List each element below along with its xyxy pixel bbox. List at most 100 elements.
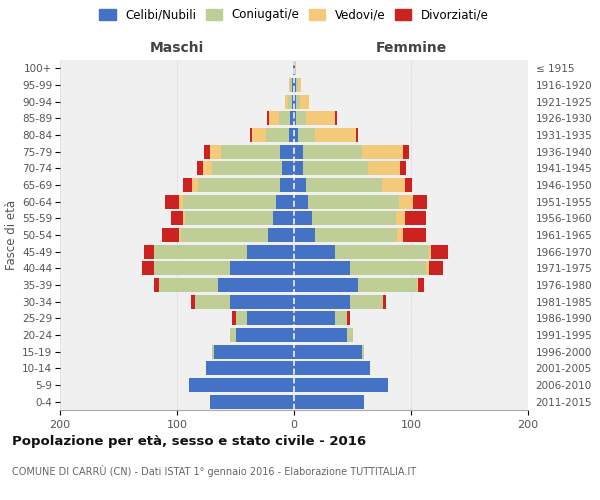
Bar bbox=[294, 211, 311, 226]
Bar bbox=[356, 128, 358, 142]
Bar bbox=[183, 178, 192, 192]
Y-axis label: Fasce di età: Fasce di età bbox=[5, 200, 18, 270]
Bar bbox=[292, 94, 294, 109]
Bar bbox=[405, 178, 412, 192]
Bar bbox=[230, 294, 294, 308]
Bar bbox=[179, 194, 183, 209]
Bar bbox=[418, 278, 424, 292]
Bar bbox=[428, 261, 443, 276]
Bar bbox=[294, 128, 298, 142]
Bar bbox=[235, 328, 294, 342]
Bar bbox=[294, 194, 308, 209]
Bar bbox=[212, 344, 214, 359]
Y-axis label: Anni di nascita: Anni di nascita bbox=[596, 192, 600, 278]
Bar bbox=[308, 194, 400, 209]
Bar bbox=[358, 278, 417, 292]
Bar bbox=[290, 78, 292, 92]
Bar bbox=[350, 294, 383, 308]
Bar bbox=[403, 228, 426, 242]
Bar bbox=[294, 228, 315, 242]
Bar bbox=[289, 128, 294, 142]
Bar bbox=[194, 294, 230, 308]
Bar bbox=[279, 112, 290, 126]
Bar bbox=[296, 78, 298, 92]
Bar bbox=[350, 261, 426, 276]
Bar bbox=[368, 162, 400, 175]
Bar bbox=[335, 311, 347, 326]
Bar bbox=[210, 394, 294, 409]
Bar bbox=[294, 278, 358, 292]
Bar bbox=[400, 194, 413, 209]
Bar bbox=[198, 178, 280, 192]
Bar bbox=[197, 162, 203, 175]
Bar bbox=[154, 261, 230, 276]
Bar bbox=[292, 78, 294, 92]
Bar bbox=[212, 162, 283, 175]
Bar bbox=[284, 94, 288, 109]
Bar bbox=[206, 361, 294, 376]
Bar bbox=[294, 162, 304, 175]
Text: Maschi: Maschi bbox=[150, 41, 204, 55]
Bar bbox=[294, 62, 295, 76]
Bar bbox=[294, 244, 335, 259]
Bar bbox=[235, 311, 247, 326]
Bar bbox=[315, 228, 397, 242]
Bar bbox=[426, 261, 428, 276]
Bar bbox=[290, 112, 294, 126]
Bar bbox=[142, 261, 154, 276]
Bar bbox=[362, 144, 403, 159]
Bar bbox=[294, 361, 370, 376]
Bar bbox=[294, 261, 350, 276]
Bar bbox=[294, 311, 335, 326]
Bar bbox=[288, 94, 292, 109]
Bar bbox=[306, 112, 335, 126]
Bar bbox=[210, 144, 221, 159]
Bar bbox=[347, 311, 350, 326]
Bar bbox=[192, 178, 198, 192]
Bar bbox=[191, 294, 194, 308]
Bar bbox=[283, 162, 294, 175]
Bar bbox=[247, 311, 294, 326]
Bar bbox=[294, 394, 364, 409]
Bar bbox=[179, 228, 181, 242]
Bar bbox=[294, 328, 347, 342]
Bar bbox=[218, 278, 294, 292]
Bar bbox=[294, 378, 388, 392]
Bar bbox=[247, 244, 294, 259]
Bar bbox=[250, 128, 252, 142]
Bar bbox=[273, 211, 294, 226]
Text: Popolazione per età, sesso e stato civile - 2016: Popolazione per età, sesso e stato civil… bbox=[12, 435, 366, 448]
Bar bbox=[296, 94, 300, 109]
Bar bbox=[298, 128, 315, 142]
Bar bbox=[214, 344, 294, 359]
Bar bbox=[382, 178, 405, 192]
Bar bbox=[304, 144, 362, 159]
Bar bbox=[362, 344, 364, 359]
Bar bbox=[306, 178, 382, 192]
Bar bbox=[294, 178, 306, 192]
Bar bbox=[400, 162, 406, 175]
Bar bbox=[144, 244, 154, 259]
Bar bbox=[183, 194, 277, 209]
Bar bbox=[413, 194, 427, 209]
Bar bbox=[293, 62, 294, 76]
Legend: Celibi/Nubili, Coniugati/e, Vedovi/e, Divorziati/e: Celibi/Nubili, Coniugati/e, Vedovi/e, Di… bbox=[99, 8, 489, 22]
Bar bbox=[230, 261, 294, 276]
Bar bbox=[431, 244, 448, 259]
Bar bbox=[397, 228, 403, 242]
Bar bbox=[183, 211, 185, 226]
Bar bbox=[294, 144, 304, 159]
Bar bbox=[181, 228, 268, 242]
Bar bbox=[230, 328, 235, 342]
Bar bbox=[300, 94, 309, 109]
Bar bbox=[294, 344, 362, 359]
Bar bbox=[204, 144, 210, 159]
Bar bbox=[296, 112, 306, 126]
Bar bbox=[417, 278, 418, 292]
Bar bbox=[185, 211, 273, 226]
Bar bbox=[298, 78, 301, 92]
Bar bbox=[315, 128, 356, 142]
Bar bbox=[405, 211, 426, 226]
Bar bbox=[277, 194, 294, 209]
Bar bbox=[280, 178, 294, 192]
